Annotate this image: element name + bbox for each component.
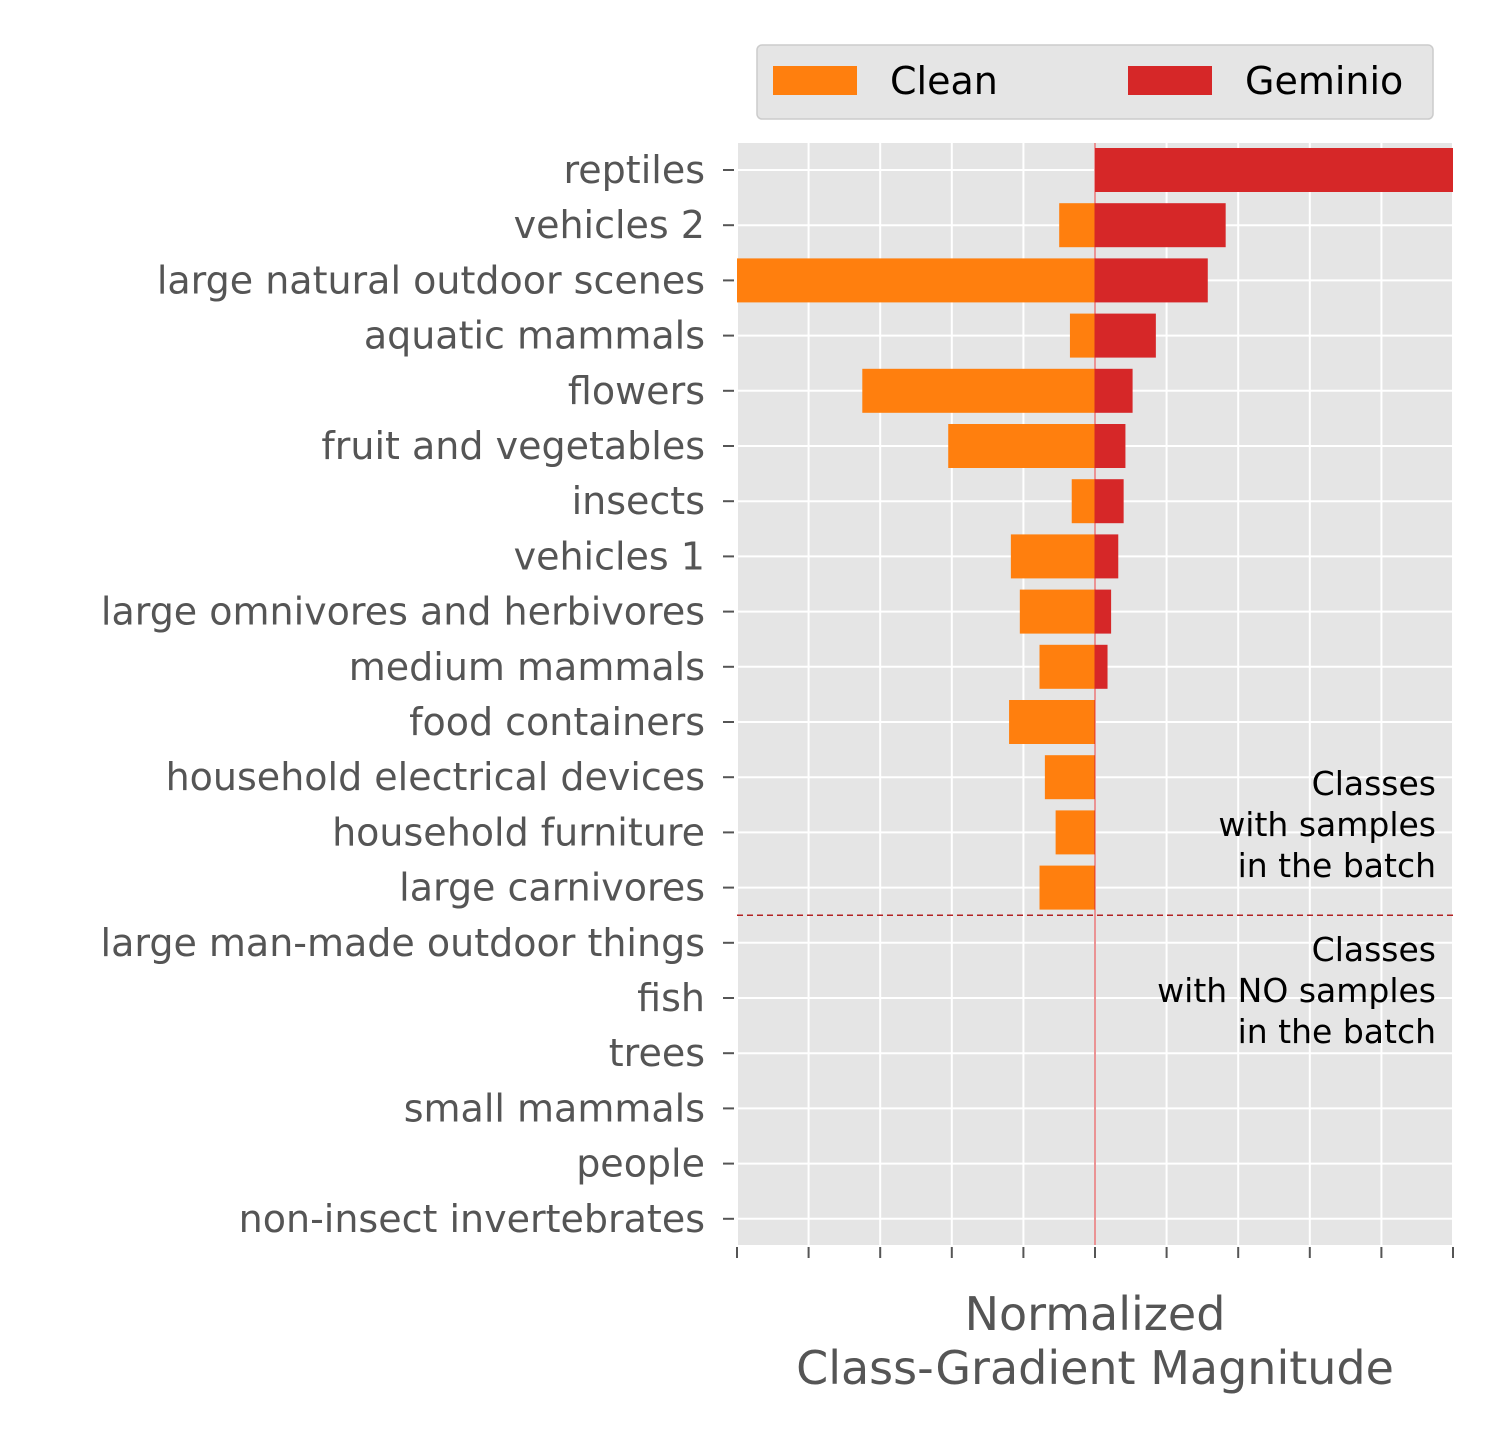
category-label: small mammals [404,1086,705,1130]
annotation-line: with NO samples [1157,971,1436,1010]
annotation-line: in the batch [1238,846,1436,885]
x-axis-label: Normalized Class-Gradient Magnitude [796,1287,1394,1395]
y-tick-marks [723,169,734,1220]
bar-geminio [1095,644,1108,689]
annotation-line: with samples [1218,805,1436,844]
category-label: reptiles [564,148,705,192]
bar-geminio [1095,148,1453,192]
annotation-line: Classes [1312,930,1436,969]
x-tick-marks [736,1247,1454,1258]
bar-clean [1055,810,1095,855]
bar-geminio [1095,424,1126,468]
category-label: aquatic mammals [364,314,705,358]
legend-swatch-clean [773,66,857,95]
category-label: insects [572,479,705,523]
category-label: large omnivores and herbivores [101,590,705,634]
bar-clean [737,258,1095,303]
bar-geminio [1095,203,1226,248]
bar-clean [1019,589,1095,634]
category-label: large carnivores [399,866,705,910]
bar-geminio [1095,589,1112,634]
bar-geminio [1095,313,1156,358]
bar-clean [1009,700,1095,744]
category-label: food containers [409,700,705,744]
legend-box [756,44,1434,120]
category-label: vehicles 1 [514,534,705,578]
category-label: fish [637,976,705,1020]
legend: Clean Geminio [756,44,1434,120]
bars [737,148,1453,910]
category-label: non-insect invertebrates [239,1197,705,1241]
category-label: fruit and vegetables [321,424,705,468]
legend-label-clean: Clean [890,59,998,103]
category-label: large natural outdoor scenes [157,258,705,302]
bar-clean [1071,479,1095,524]
bar-clean [948,424,1095,468]
bar-clean [1059,203,1095,248]
x-axis-label-line-2: Class-Gradient Magnitude [796,1341,1394,1395]
category-label: large man-made outdoor things [101,921,705,965]
category-labels: reptiles vehicles 2 large natural outdoor … [101,148,705,1241]
bar-geminio [1095,258,1208,303]
legend-swatch-geminio [1128,66,1212,95]
legend-label-geminio: Geminio [1245,59,1403,103]
x-axis-label-line-1: Normalized [965,1287,1226,1341]
annotation-line: Classes [1312,764,1436,803]
bar-clean [1044,755,1095,800]
category-label: household electrical devices [166,755,705,799]
category-label: trees [609,1031,705,1075]
bar-geminio [1095,368,1133,413]
category-label: medium mammals [349,645,705,689]
category-label: flowers [568,369,705,413]
bar-clean [1039,865,1095,910]
category-label: household furniture [332,810,705,854]
bar-geminio [1095,479,1124,524]
category-label: people [576,1142,705,1186]
bar-clean [862,368,1095,413]
bar-clean [1069,313,1095,358]
annotation-line: in the batch [1238,1012,1436,1051]
category-label: vehicles 2 [514,203,705,247]
bar-clean [1039,644,1095,689]
bar-clean [1010,534,1095,579]
bar-geminio [1095,534,1119,579]
